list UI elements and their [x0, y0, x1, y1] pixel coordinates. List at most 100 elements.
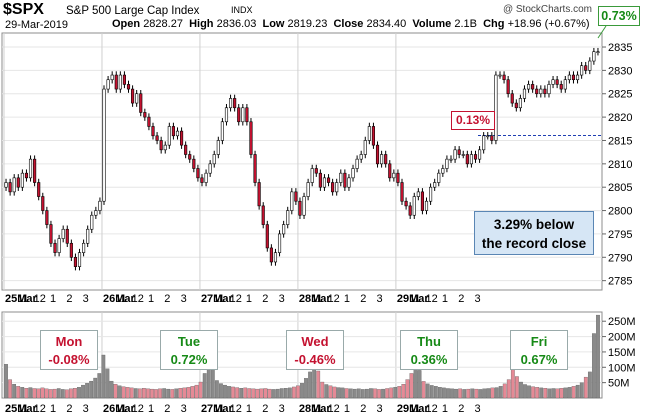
- price-x-tick-label: 11: [311, 293, 322, 305]
- candle-up: [322, 177, 327, 188]
- candle-up: [290, 191, 294, 211]
- volume-bar-down: [73, 388, 77, 399]
- volume-bar-down: [154, 389, 158, 399]
- candle-down: [16, 177, 20, 188]
- candle-down: [53, 242, 57, 253]
- candle-up: [363, 140, 367, 155]
- volume-bar-up: [304, 378, 308, 399]
- volume-bar-down: [458, 388, 462, 399]
- volume-bar-up: [592, 333, 596, 399]
- candle-up: [424, 200, 429, 211]
- volume-bar-down: [328, 385, 333, 399]
- volume-bar-down: [170, 389, 175, 399]
- volume-bar-up: [300, 383, 304, 399]
- candle-down: [375, 144, 380, 165]
- volume-bar-up: [162, 388, 167, 399]
- last-pct-pointer: [597, 25, 607, 39]
- low-value: 2819.23: [287, 18, 328, 30]
- volume-bar-up: [275, 388, 280, 399]
- volume-x-tick-label: 2: [164, 403, 170, 415]
- price-x-tick-label: 12: [426, 293, 438, 305]
- volume-x-tick-label: 1: [50, 403, 56, 415]
- volume-bar-up: [478, 389, 483, 399]
- candlestick-series: [4, 47, 600, 271]
- volume-bar-down: [52, 388, 57, 399]
- candle-down: [8, 182, 12, 193]
- volume-bar-down: [571, 386, 576, 399]
- price-x-tick-label: 1: [148, 293, 154, 305]
- volume-bar-down: [8, 379, 12, 399]
- volume-bar-up: [97, 373, 102, 399]
- volume-bar-down: [142, 388, 146, 399]
- volume-bar-up: [77, 387, 81, 399]
- candle-down: [400, 182, 404, 202]
- volume-bar-down: [32, 388, 37, 399]
- candle-up: [498, 74, 502, 77]
- candle-up: [494, 74, 498, 141]
- price-tick-label: 2805: [608, 182, 632, 194]
- day-label: Thu: [417, 334, 441, 349]
- candle-down: [159, 140, 163, 151]
- volume-x-tick-label: 11: [311, 403, 322, 415]
- volume-bar-up: [12, 384, 17, 399]
- high-label: High: [189, 18, 214, 30]
- candle-up: [106, 79, 110, 90]
- price-x-tick-label: 3: [377, 293, 383, 305]
- chg-label: Chg: [483, 18, 505, 30]
- candle-down: [249, 121, 253, 155]
- volume-bar-up: [279, 388, 284, 399]
- volume-bar-down: [377, 389, 381, 399]
- candle-up: [77, 252, 82, 267]
- close-value: 2834.40: [366, 18, 407, 30]
- volume-bar-up: [575, 384, 580, 399]
- candle-down: [559, 84, 563, 90]
- volume-x-tick-label: 3: [279, 403, 285, 415]
- volume-bar-up: [105, 368, 110, 399]
- volume-bar-down: [125, 387, 130, 399]
- candle-down: [200, 177, 204, 183]
- volume-tick-label: 200M: [608, 332, 636, 344]
- candle-down: [298, 200, 302, 216]
- candle-down: [49, 224, 53, 244]
- candle-down: [465, 154, 469, 165]
- volume-bar-up: [348, 388, 353, 399]
- candle-down: [155, 135, 159, 141]
- volume-bar-down: [320, 381, 325, 399]
- volume-bar-up: [381, 388, 385, 399]
- candle-down: [326, 177, 331, 183]
- candle-down: [584, 65, 588, 71]
- high-value: 2836.03: [216, 18, 257, 30]
- volume-bar-up: [210, 369, 215, 399]
- volume-x-tick-label: 12: [132, 403, 144, 415]
- candle-up: [416, 191, 420, 197]
- candle-up: [110, 74, 114, 81]
- index-name: S&P 500 Large Cap Index: [66, 5, 200, 17]
- price-x-tick-label: 25Mar: [5, 293, 38, 305]
- candle-up: [277, 233, 282, 253]
- candle-down: [388, 163, 392, 179]
- candle-up: [310, 168, 314, 183]
- candle-up: [359, 154, 363, 160]
- volume-bar-up: [494, 387, 499, 399]
- volume-bar-down: [158, 388, 162, 399]
- volume-bar-up: [271, 389, 276, 399]
- volume-bar-down: [16, 386, 21, 399]
- candle-down: [261, 205, 265, 225]
- volume-bar-up: [454, 388, 458, 399]
- price-x-tick-label: 12: [34, 293, 46, 305]
- candle-down: [502, 74, 506, 81]
- volume-bar-up: [219, 383, 223, 399]
- price-vertical-grid: [3, 33, 397, 290]
- volume-bar-up: [56, 388, 61, 399]
- volume-bar-down: [502, 383, 507, 399]
- volume-bar-down: [515, 376, 519, 399]
- candle-down: [510, 93, 514, 104]
- price-x-tick-label: 1: [442, 293, 448, 305]
- volume-bar-down: [409, 373, 414, 399]
- candle-down: [457, 149, 461, 155]
- volume-x-tick-label: 11: [213, 403, 224, 415]
- volume-x-tick-label: 2: [360, 403, 366, 415]
- volume-bar-down: [474, 388, 479, 399]
- record-close-note: 3.29% below the record close: [474, 211, 594, 255]
